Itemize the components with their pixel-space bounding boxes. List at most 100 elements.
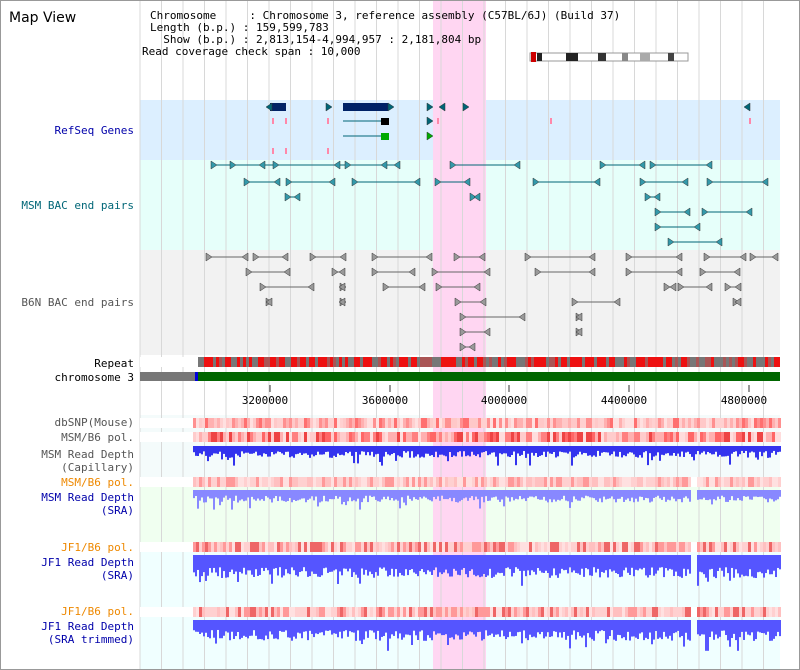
- msm-depth-sra-bar: [547, 490, 549, 503]
- msm-depth-cap-bar: [761, 446, 763, 457]
- msm-depth-sra-bar: [259, 490, 261, 501]
- msm-depth-sra-bar: [243, 490, 245, 502]
- msm-depth-cap-bar: [401, 446, 403, 458]
- bac-end: [483, 267, 491, 277]
- jf1-trim-bar: [433, 620, 435, 632]
- jf1-trim-bar: [263, 620, 265, 641]
- msm-pol-sra-bar-cell: [517, 477, 520, 487]
- msm-depth-sra-bar: [379, 490, 381, 502]
- msm-depth-cap-bar: [413, 446, 415, 458]
- msm-depth-sra-bar: [349, 490, 351, 498]
- msm-pol-sra-bar-cell: [643, 477, 646, 487]
- msm-depth-cap-bar: [435, 446, 437, 452]
- jf1-pol-2-bar-cell: [472, 607, 475, 617]
- track-label-jf1-pol-2[interactable]: JF1/B6 pol.: [61, 605, 134, 618]
- track-label-msm-depth-sra[interactable]: MSM Read Depth (SRA): [41, 491, 134, 517]
- track-label-jf1-depth[interactable]: JF1 Read Depth (SRA): [41, 556, 134, 582]
- jf1-trim-bar: [537, 620, 539, 633]
- jf1-trim-bar: [565, 620, 567, 640]
- track-label-jf1-trim[interactable]: JF1 Read Depth (SRA trimmed): [41, 620, 134, 646]
- jf1-depth-bar: [741, 555, 743, 575]
- msm-depth-sra-bar: [671, 490, 673, 497]
- msm-pol-bar-cell: [646, 432, 649, 442]
- jf1-trim-bar: [237, 620, 239, 632]
- msm-depth-cap-bar: [299, 446, 301, 453]
- jf1-trim-bar: [369, 620, 371, 631]
- dbsnp-bar-cell: [415, 418, 418, 428]
- jf1-depth-bar: [387, 555, 389, 577]
- repeat-cell: [252, 357, 255, 367]
- msm-depth-cap-bar: [645, 446, 647, 452]
- msm-depth-cap-bar: [405, 446, 407, 453]
- bac-end: [675, 252, 683, 262]
- msm-pol-bar-cell: [643, 432, 646, 442]
- jf1-depth-bar: [757, 555, 759, 573]
- msm-depth-sra-bar: [641, 490, 643, 497]
- jf1-trim-bar: [197, 620, 199, 632]
- msm-depth-sra-bar: [655, 490, 657, 497]
- msm-depth-cap-bar: [527, 446, 529, 454]
- track-label-repeat[interactable]: Repeat: [94, 357, 134, 370]
- jf1-depth-bar: [299, 555, 301, 573]
- msm-depth-sra-bar: [451, 490, 453, 502]
- msm-depth-cap-bar: [211, 446, 213, 456]
- jf1-pol-2-bar-cell: [706, 607, 709, 617]
- msm-depth-sra-bar: [227, 490, 229, 500]
- jf1-depth-bar: [235, 555, 237, 572]
- repeat-cell: [690, 357, 693, 367]
- msm-depth-sra-bar: [281, 490, 283, 501]
- msm-depth-cap-bar: [421, 446, 423, 457]
- msm-depth-sra-bar: [419, 490, 421, 498]
- track-label-dbsnp[interactable]: dbSNP(Mouse): [54, 416, 134, 429]
- msm-depth-sra-bar: [449, 490, 451, 498]
- jf1-pol-bar-cell: [520, 542, 523, 552]
- repeat-cell: [306, 357, 309, 367]
- jf1-pol-2-bar-cell: [211, 607, 214, 617]
- track-label-msm-bac[interactable]: MSM BAC end pairs: [21, 199, 134, 212]
- track-label-refseq[interactable]: RefSeq Genes: [54, 124, 134, 137]
- jf1-trim-bar: [357, 620, 359, 631]
- jf1-pol-2-bar-cell: [283, 607, 286, 617]
- msm-depth-cap-bar: [403, 446, 405, 452]
- dbsnp-bar-cell: [448, 418, 451, 428]
- msm-depth-cap-bar: [259, 446, 261, 456]
- jf1-trim-bar: [615, 620, 617, 641]
- track-label-msm-depth-cap[interactable]: MSM Read Depth (Capillary): [41, 448, 134, 474]
- repeat-cell: [384, 357, 387, 367]
- jf1-pol-bar-cell: [277, 542, 280, 552]
- jf1-trim-line1: JF1 Read Depth: [41, 620, 134, 633]
- msm-depth-cap-bar: [381, 446, 383, 466]
- jf1-pol-bar-cell: [373, 542, 376, 552]
- track-label-b6n-bac[interactable]: B6N BAC end pairs: [21, 296, 134, 309]
- track-label-msm-pol[interactable]: MSM/B6 pol.: [61, 431, 134, 444]
- jf1-trim-bar: [553, 620, 555, 632]
- msm-depth-cap-bar: [339, 446, 341, 456]
- track-label-chromosome[interactable]: chromosome 3: [54, 371, 134, 384]
- jf1-trim-bar: [245, 620, 247, 637]
- axis-tick-label: 4800000: [721, 394, 767, 407]
- jf1-depth-bar: [469, 555, 471, 571]
- jf1-depth-bar: [557, 555, 559, 578]
- dbsnp-bar-cell: [400, 418, 403, 428]
- jf1-pol-2-bar-cell: [199, 607, 202, 617]
- msm-pol-bar-cell: [604, 432, 607, 442]
- msm-pol-sra-bar-cell: [547, 477, 550, 487]
- msm-depth-sra-bar: [423, 490, 425, 497]
- jf1-pol-bar-cell: [757, 542, 760, 552]
- msm-depth-sra-bar: [245, 490, 247, 501]
- msm-depth-cap-bar: [395, 446, 397, 461]
- dbsnp-bar-cell: [607, 418, 610, 428]
- track-label-jf1-pol[interactable]: JF1/B6 pol.: [61, 541, 134, 554]
- msm-depth-cap-bar: [325, 446, 327, 452]
- jf1-trim-bar: [313, 620, 315, 638]
- jf1-trim-bar: [589, 620, 591, 638]
- msm-depth-cap-bar: [611, 446, 613, 455]
- jf1-trim-bar: [261, 620, 263, 640]
- msm-pol-bar-cell: [670, 432, 673, 442]
- jf1-trim-bar: [377, 620, 379, 631]
- jf1-trim-bar: [443, 620, 445, 636]
- jf1-pol-bar-cell: [493, 542, 496, 552]
- jf1-trim-bar: [305, 620, 307, 632]
- track-label-msm-pol-sra[interactable]: MSM/B6 pol.: [61, 476, 134, 489]
